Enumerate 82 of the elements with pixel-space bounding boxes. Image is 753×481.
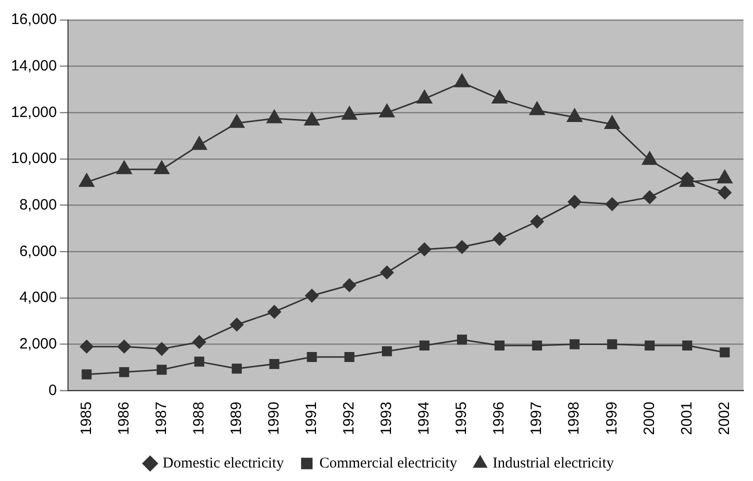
x-tick-label: 1997 bbox=[528, 402, 546, 436]
point bbox=[229, 114, 244, 128]
point bbox=[532, 340, 542, 350]
point bbox=[304, 112, 320, 126]
x-tick-label: 1991 bbox=[302, 402, 320, 436]
point bbox=[570, 339, 580, 350]
y-tick-label: 12,000 bbox=[10, 104, 57, 121]
point bbox=[568, 195, 582, 209]
point bbox=[156, 364, 167, 375]
point bbox=[119, 367, 130, 378]
point bbox=[82, 369, 92, 380]
point bbox=[494, 340, 505, 350]
y-tick-label: 8,000 bbox=[19, 196, 57, 214]
point bbox=[232, 364, 242, 374]
x-tick-label: 1995 bbox=[453, 402, 470, 436]
point bbox=[682, 340, 692, 350]
point bbox=[607, 339, 618, 350]
point bbox=[642, 190, 656, 204]
x-tick-label: 2001 bbox=[678, 402, 696, 436]
x-tick-label: 1987 bbox=[152, 402, 170, 436]
point bbox=[154, 342, 168, 356]
y-tick-label: 2,000 bbox=[19, 335, 57, 352]
x-tick-label: 1998 bbox=[566, 402, 583, 436]
y-tick-label: 6,000 bbox=[19, 242, 57, 260]
point bbox=[718, 186, 732, 200]
point bbox=[305, 288, 319, 302]
point bbox=[380, 266, 394, 280]
x-tick-label: 1985 bbox=[78, 402, 95, 436]
point bbox=[604, 115, 620, 129]
y-tick-label: 16,000 bbox=[10, 11, 57, 28]
x-tick-label: 1988 bbox=[190, 402, 208, 436]
point bbox=[306, 352, 317, 362]
point bbox=[418, 242, 432, 256]
point bbox=[192, 335, 206, 349]
legend-label: Domestic electricity bbox=[162, 455, 284, 472]
point bbox=[530, 214, 544, 228]
point bbox=[192, 136, 207, 150]
y-tick-label: 4,000 bbox=[19, 289, 57, 306]
point bbox=[720, 347, 730, 358]
point bbox=[455, 240, 469, 254]
legend-label: Industrial electricity bbox=[492, 455, 614, 472]
point bbox=[416, 90, 432, 104]
x-tick-label: 2000 bbox=[640, 402, 658, 436]
point bbox=[529, 102, 545, 116]
point bbox=[717, 170, 732, 184]
point bbox=[644, 340, 655, 350]
point bbox=[268, 305, 282, 319]
point bbox=[419, 340, 430, 350]
x-tick-label: 1996 bbox=[490, 402, 508, 436]
point bbox=[379, 104, 395, 118]
x-tick-label: 1994 bbox=[416, 402, 433, 436]
point bbox=[117, 340, 131, 354]
y-tick-label: 14,000 bbox=[10, 57, 57, 74]
x-tick-label: 1989 bbox=[228, 402, 245, 436]
point bbox=[80, 340, 94, 354]
point bbox=[566, 108, 582, 122]
x-tick-label: 1986 bbox=[115, 402, 132, 436]
x-tick-label: 1993 bbox=[378, 402, 396, 436]
point bbox=[342, 278, 356, 292]
y-tick-label: 10,000 bbox=[10, 150, 57, 168]
point bbox=[382, 346, 392, 356]
point bbox=[194, 356, 204, 367]
point bbox=[266, 110, 282, 124]
point bbox=[78, 173, 94, 187]
legend-label: Commercial electricity bbox=[319, 455, 458, 472]
point bbox=[457, 334, 467, 345]
y-tick-label: 0 bbox=[48, 382, 57, 399]
point bbox=[492, 90, 508, 104]
point bbox=[116, 160, 132, 174]
point bbox=[605, 197, 619, 211]
point bbox=[154, 160, 170, 174]
x-tick-label: 2002 bbox=[716, 402, 733, 436]
point bbox=[642, 151, 658, 165]
point bbox=[492, 232, 506, 246]
x-tick-label: 1990 bbox=[265, 402, 282, 436]
point bbox=[230, 318, 244, 332]
x-tick-label: 1992 bbox=[340, 402, 358, 436]
point bbox=[269, 359, 280, 369]
x-tick-label: 1999 bbox=[603, 402, 620, 436]
point bbox=[342, 106, 358, 120]
point bbox=[454, 74, 470, 88]
point bbox=[344, 352, 354, 362]
